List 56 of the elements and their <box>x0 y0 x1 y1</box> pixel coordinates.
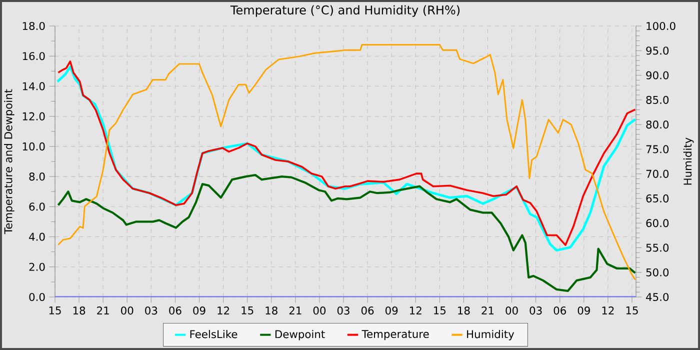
x-tick-label: 00 <box>121 306 134 315</box>
line-series <box>57 44 636 280</box>
y-tick-label: 18.0 <box>22 22 45 30</box>
x-tick-label: 03 <box>337 306 350 315</box>
x-tick-label: 21 <box>97 306 109 314</box>
y2-tick-label: 45.0 <box>646 292 669 302</box>
y-tick-label: 4.0 <box>29 232 45 241</box>
y2-tick-label: 100.0 <box>646 22 676 30</box>
x-tick-label: 00 <box>506 306 518 315</box>
x-tick-label: 12 <box>218 306 229 314</box>
y-tick-label: 16.0 <box>22 52 45 60</box>
y-tick-label: 2.0 <box>29 262 45 271</box>
x-tick-label: 15 <box>49 306 61 314</box>
x-tick-label: 15 <box>626 306 638 314</box>
y2-tick-label: 85.0 <box>646 96 669 104</box>
y2-tick-label: 95.0 <box>646 46 669 55</box>
x-tick-label: 03 <box>530 306 542 315</box>
y2-tick-label: 65.0 <box>646 194 669 202</box>
x-tick-label: 21 <box>289 306 302 314</box>
y2-tick-label: 60.0 <box>646 219 669 228</box>
x-tick-label: 18 <box>266 306 278 315</box>
x-tick-label: 12 <box>410 306 422 314</box>
x-tick-label: 06 <box>361 306 374 315</box>
legend-label: FeelsLike <box>190 330 238 338</box>
y-tick-label: 12.0 <box>22 112 45 120</box>
line-series <box>57 174 636 292</box>
legend-label: Dewpoint <box>275 330 325 340</box>
x-tick-label: 03 <box>145 306 158 315</box>
y-tick-label: 6.0 <box>29 202 45 211</box>
x-tick-label: 09 <box>386 306 398 315</box>
x-tick-label: 21 <box>482 306 494 314</box>
y2-axis-title: Humidity <box>683 138 694 185</box>
x-tick-label: 09 <box>578 306 590 315</box>
x-tick-label: 12 <box>602 306 614 314</box>
y2-tick-label: 75.0 <box>646 145 669 154</box>
x-tick-label: 06 <box>554 306 566 315</box>
chart-title: Temperature (°C) and Humidity (RH%) <box>230 5 460 17</box>
x-tick-label: 15 <box>434 306 446 314</box>
y-tick-label: 14.0 <box>22 82 45 90</box>
x-tick-label: 18 <box>458 306 470 315</box>
legend-label: Temperature <box>362 330 429 340</box>
y-tick-label: 10.0 <box>22 142 45 150</box>
y-tick-label: 8.0 <box>29 172 45 181</box>
legend-label: Humidity <box>467 330 514 340</box>
y2-tick-label: 70.0 <box>646 170 669 178</box>
x-tick-label: 09 <box>193 306 206 315</box>
x-tick-label: 06 <box>169 306 182 315</box>
y2-tick-label: 90.0 <box>646 71 669 80</box>
y-axis-title: Temperature and Dewpoint <box>4 89 14 234</box>
y2-tick-label: 55.0 <box>646 244 669 252</box>
x-tick-label: 00 <box>313 306 326 315</box>
x-tick-label: 18 <box>73 306 86 315</box>
y2-tick-label: 50.0 <box>646 268 669 276</box>
x-tick-label: 15 <box>242 306 254 314</box>
y2-tick-label: 80.0 <box>646 120 669 129</box>
y-tick-label: 0.0 <box>29 292 45 302</box>
